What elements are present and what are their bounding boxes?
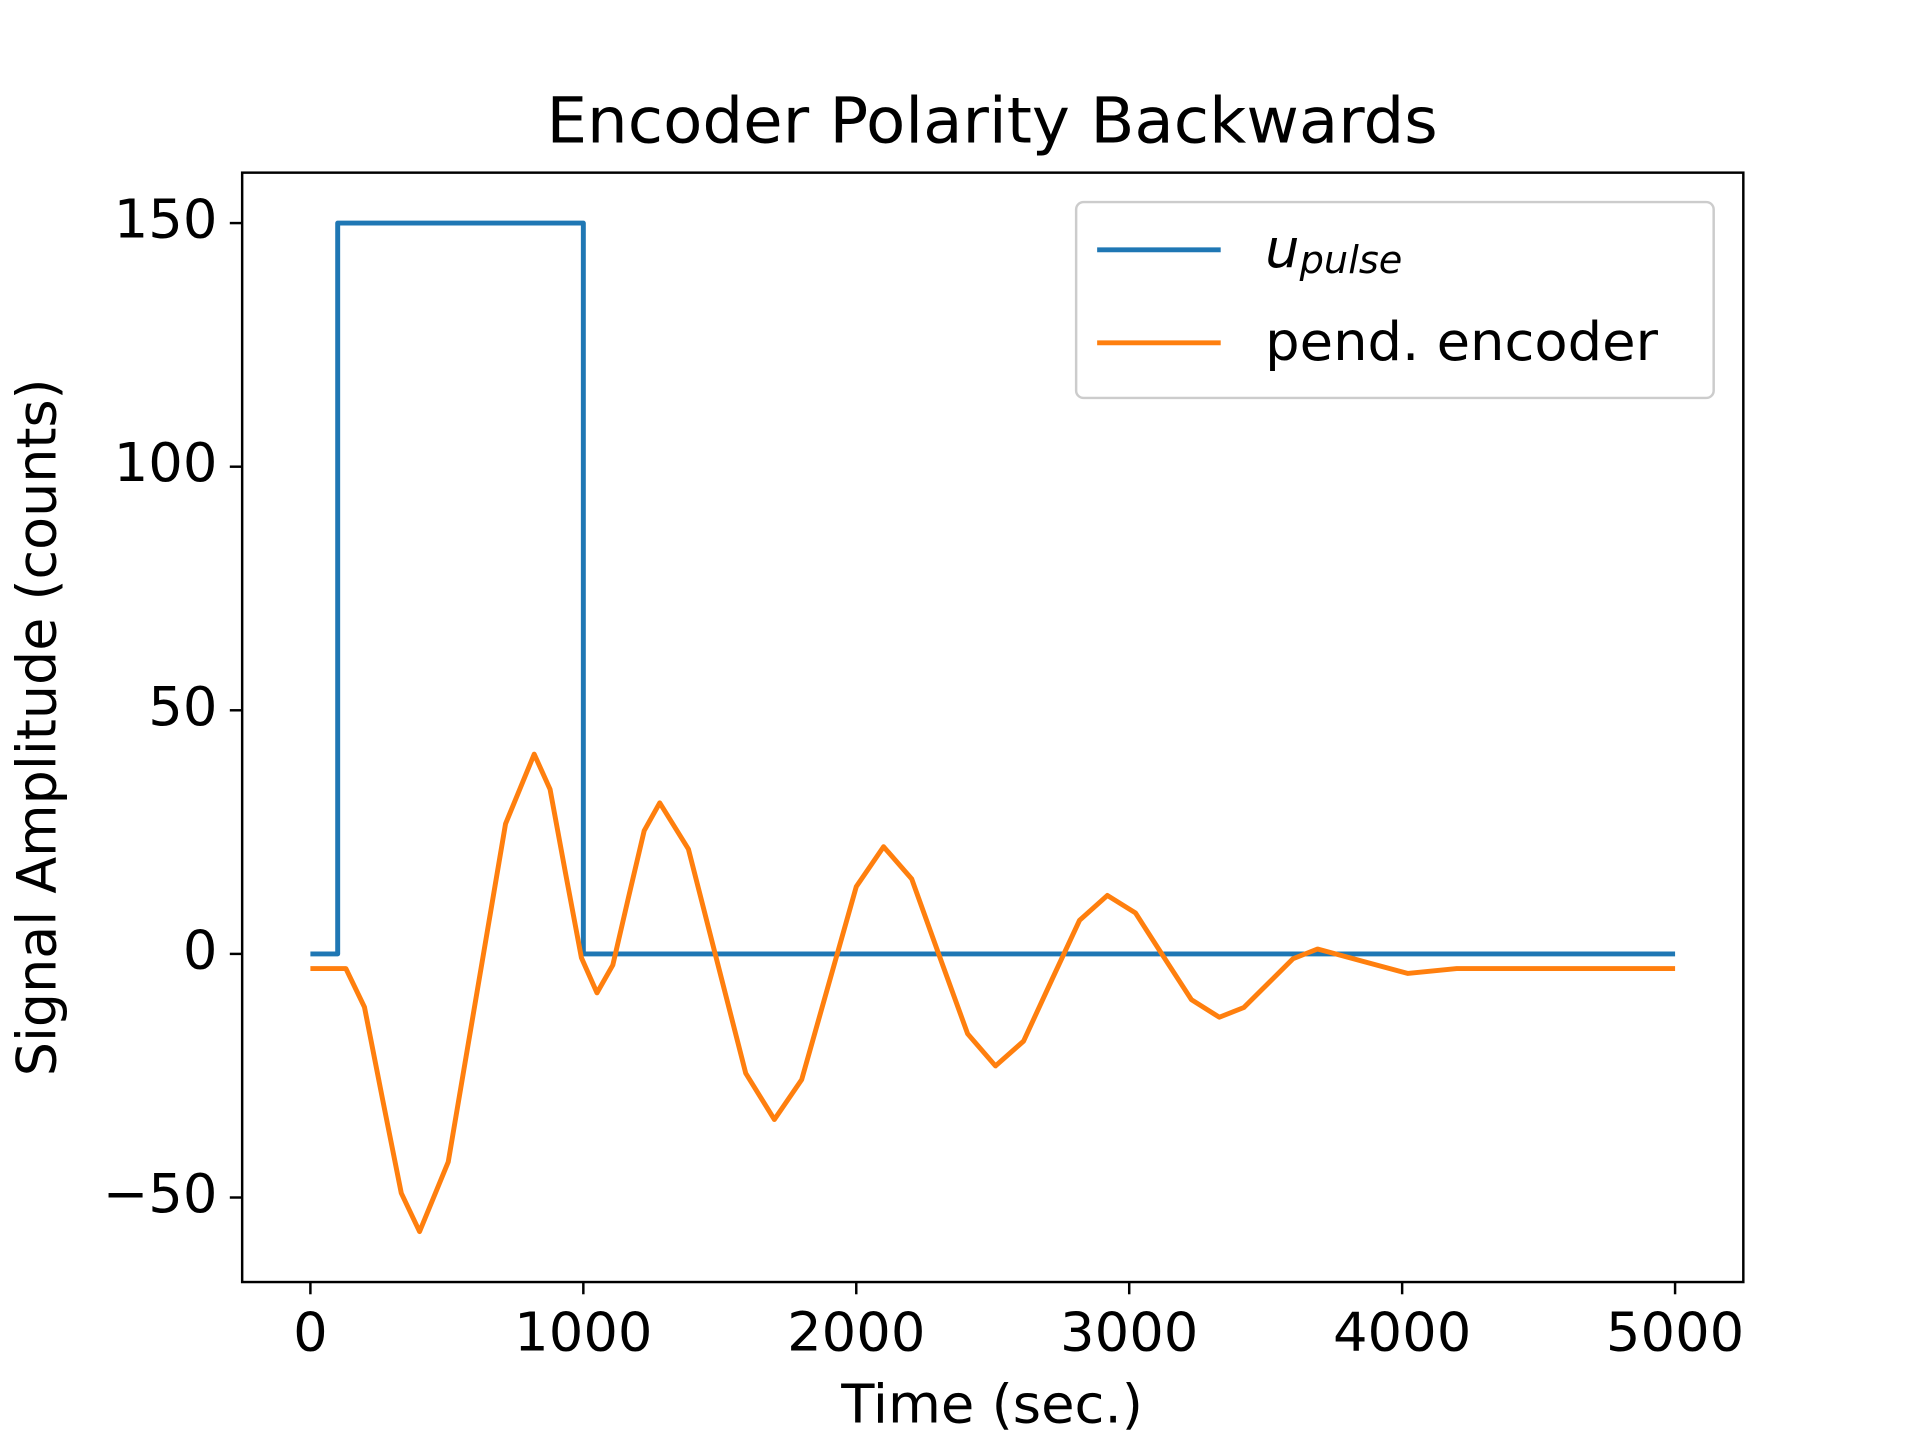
x-tick-label: 2000 [787, 1301, 925, 1364]
x-tick-label: 5000 [1606, 1301, 1744, 1364]
plot-frame [240, 171, 1745, 1284]
series-line [310, 220, 1676, 957]
x-tick-label: 3000 [1060, 1301, 1198, 1364]
x-tick-label: 1000 [514, 1301, 652, 1364]
y-tick-label: −50 [103, 1162, 218, 1225]
y-tick-label: 0 [183, 919, 218, 982]
x-tick-label: 0 [293, 1301, 328, 1364]
legend-box [1074, 200, 1715, 400]
y-tick-label: 150 [114, 188, 218, 251]
y-tick-label: 50 [148, 675, 217, 738]
y-axis-label: Signal Amplitude (counts) [5, 378, 68, 1076]
chart-title: Encoder Polarity Backwards [546, 85, 1437, 159]
legend: upulse pend. encoder [1074, 200, 1715, 400]
series-line [310, 751, 1676, 1235]
legend-label: upulse [1265, 217, 1402, 281]
y-tick-label: 100 [114, 431, 218, 494]
x-tick-label: 4000 [1333, 1301, 1471, 1364]
x-axis-label: Time (sec.) [840, 1373, 1143, 1436]
legend-label: pend. encoder [1265, 310, 1659, 373]
